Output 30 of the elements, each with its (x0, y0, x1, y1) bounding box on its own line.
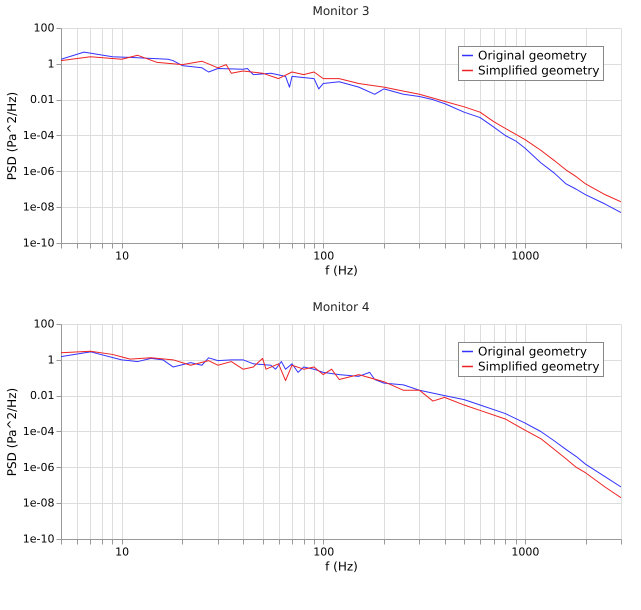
y-tick-label: 1e-06 (22, 164, 54, 178)
x-tick-label: 10 (115, 250, 130, 262)
legend-label: Simplified geometry (478, 360, 600, 374)
x-tick-label: 1000 (511, 546, 540, 558)
y-tick-label: 100 (34, 318, 54, 330)
x-tick-label: 10 (115, 546, 130, 558)
x-axis-title: f (Hz) (325, 560, 358, 574)
y-tick-label: 100 (34, 22, 54, 34)
y-axis-title: PSD (Pa^2/Hz) (4, 388, 19, 476)
y-tick-label: 1 (48, 353, 54, 366)
x-tick-label: 1000 (511, 250, 540, 262)
y-tick-label: 1e-06 (22, 460, 54, 474)
legend-label: Original geometry (478, 48, 587, 62)
y-tick-label: 0.01 (30, 93, 54, 106)
chart-title: Monitor 3 (312, 4, 370, 18)
x-tick-label: 100 (313, 250, 334, 262)
y-tick-label: 1e-04 (22, 129, 54, 142)
y-tick-label: 1e-04 (22, 425, 54, 438)
y-tick-label: 1e-10 (22, 236, 54, 250)
legend-label: Simplified geometry (478, 64, 600, 78)
y-tick-label: 1e-08 (22, 200, 54, 214)
chart-title: Monitor 4 (312, 300, 370, 314)
y-tick-label: 1 (48, 57, 54, 70)
y-tick-label: 1e-10 (22, 532, 54, 546)
x-tick-label: 100 (313, 546, 334, 558)
legend-label: Original geometry (478, 344, 587, 358)
y-tick-label: 0.01 (30, 389, 54, 402)
y-tick-label: 1e-08 (22, 496, 54, 510)
y-axis-title: PSD (Pa^2/Hz) (4, 92, 19, 180)
x-axis-title: f (Hz) (325, 264, 358, 278)
